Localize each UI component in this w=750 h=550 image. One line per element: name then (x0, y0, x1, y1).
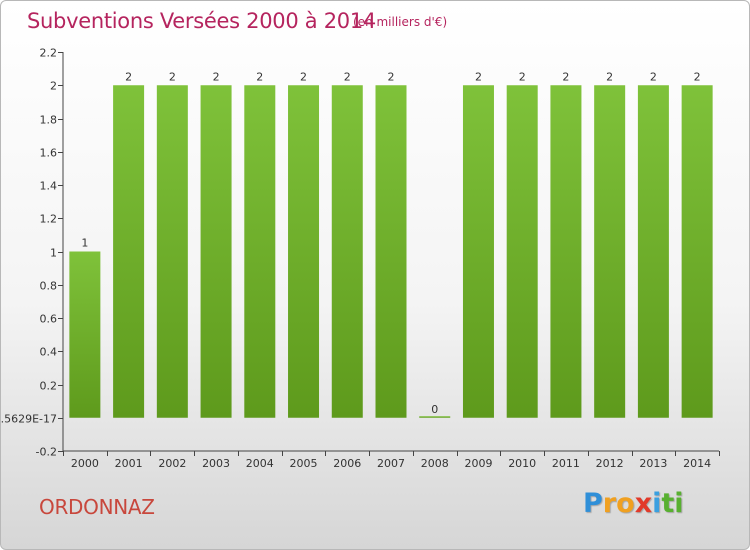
data-label: 1 (81, 237, 88, 250)
x-tick-label: 2001 (115, 457, 143, 470)
y-tick-label: 0.6 (40, 313, 58, 326)
bar-2012 (594, 85, 626, 418)
y-tick-label: 1.4 (40, 180, 58, 193)
data-label: 2 (650, 70, 657, 83)
x-tick-label: 2003 (202, 457, 230, 470)
y-tick-label: 0.4 (40, 346, 58, 359)
logo-letter: x (634, 488, 653, 519)
y-tick-label: 0.8 (40, 280, 58, 293)
bar-2013 (637, 85, 669, 418)
chart-axes: -0.2 -1.5629E-17 0.2 0.4 0.6 0.8 1 1.2 1.4 1.6 1.8… (1, 47, 720, 470)
x-tick-label: 2004 (246, 457, 274, 470)
proxiti-logo: Proxiti (583, 488, 684, 519)
bar-2000 (69, 251, 101, 418)
data-label: 2 (256, 70, 263, 83)
data-label: 2 (606, 70, 613, 83)
chart-bars (69, 85, 713, 418)
data-label: 2 (213, 70, 220, 83)
bar-2010 (506, 85, 538, 418)
logo-letter: i (674, 488, 684, 519)
x-tick-label: 2011 (552, 457, 580, 470)
x-tick-label: 2014 (683, 457, 711, 470)
logo-letter: r (602, 488, 617, 519)
place-name: ORDONNAZ (39, 495, 155, 519)
bar-2005 (288, 85, 320, 418)
chart-subtitle: (en milliers d'€) (353, 15, 448, 29)
x-tick-label: 2006 (333, 457, 361, 470)
y-tick-label: -1.5629E-17 (1, 413, 57, 426)
chart-title: Subventions Versées 2000 à 2014 (27, 9, 376, 33)
y-tick-label: 1 (50, 247, 57, 260)
logo-letter: i (652, 488, 662, 519)
chart-data-labels: 1 2 2 2 2 2 2 2 0 2 2 2 2 2 2 (81, 70, 700, 416)
logo-letter: t (661, 488, 675, 519)
bar-2009 (462, 85, 494, 418)
data-label: 2 (344, 70, 351, 83)
bar-2008 (419, 416, 451, 418)
data-label: 2 (388, 70, 395, 83)
data-label: 0 (431, 403, 438, 416)
data-label: 2 (694, 70, 701, 83)
y-tick-label: 1.8 (40, 114, 58, 127)
bar-2007 (375, 85, 407, 418)
data-label: 2 (519, 70, 526, 83)
x-tick-label: 2009 (464, 457, 492, 470)
logo-letter: P (583, 488, 603, 519)
bar-2001 (113, 85, 145, 418)
x-tick-label: 2002 (158, 457, 186, 470)
y-tick-label: 2 (50, 80, 57, 93)
bar-2003 (200, 85, 232, 418)
x-tick-label: 2008 (421, 457, 449, 470)
data-label: 2 (562, 70, 569, 83)
bar-2014 (681, 85, 713, 418)
y-tick-label: 1.2 (40, 213, 58, 226)
data-label: 2 (169, 70, 176, 83)
x-tick-label: 2010 (508, 457, 536, 470)
data-label: 2 (125, 70, 132, 83)
data-label: 2 (475, 70, 482, 83)
logo-letter: o (616, 488, 635, 519)
bar-2006 (331, 85, 363, 418)
data-label: 2 (300, 70, 307, 83)
y-tick-label: 2.2 (40, 47, 58, 60)
x-tick-label: 2005 (290, 457, 318, 470)
x-tick-label: 2000 (71, 457, 99, 470)
bar-2004 (244, 85, 276, 418)
x-tick-label: 2013 (639, 457, 667, 470)
y-tick-label: -0.2 (36, 446, 57, 459)
y-tick-label: 1.6 (40, 147, 58, 160)
x-tick-label: 2012 (596, 457, 624, 470)
bar-2011 (550, 85, 582, 418)
y-tick-label: 0.2 (40, 380, 58, 393)
bar-2002 (156, 85, 188, 418)
x-tick-label: 2007 (377, 457, 405, 470)
